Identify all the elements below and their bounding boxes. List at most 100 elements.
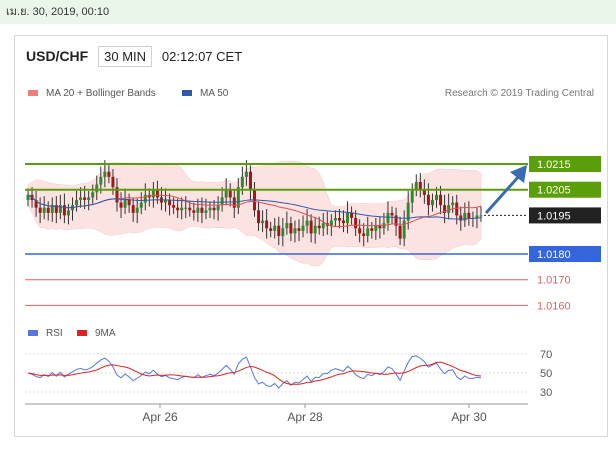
candle xyxy=(354,210,358,236)
candle xyxy=(301,215,305,238)
level-label: 1.0160 xyxy=(537,300,571,312)
candle xyxy=(38,197,42,224)
candle xyxy=(281,218,285,247)
candle xyxy=(75,191,79,212)
candle xyxy=(366,216,370,243)
candle xyxy=(386,201,390,231)
candle xyxy=(309,214,313,243)
ma-bb-legend: MA 20 + Bollinger Bands xyxy=(46,88,156,99)
candle xyxy=(135,198,139,224)
candle xyxy=(305,209,309,234)
candle xyxy=(289,216,293,242)
candle xyxy=(220,187,224,212)
candle xyxy=(176,198,180,218)
candle xyxy=(346,201,350,234)
candle xyxy=(26,188,30,207)
candle xyxy=(297,219,301,242)
candle xyxy=(87,191,91,211)
rsi-legend-label: RSI xyxy=(46,328,63,339)
ma-bb-swatch xyxy=(28,90,38,96)
rsi-legend: RSI 9MA xyxy=(28,328,116,339)
candle xyxy=(337,209,341,229)
candle xyxy=(479,206,483,222)
ma50-swatch xyxy=(182,90,192,96)
candle xyxy=(261,210,265,233)
rsi-ma-legend-label: 9MA xyxy=(95,328,116,339)
candle xyxy=(265,209,269,239)
candle xyxy=(273,218,277,239)
candle xyxy=(370,221,374,239)
candle xyxy=(257,201,261,231)
candle xyxy=(329,214,333,236)
candle xyxy=(127,193,131,213)
chart-header: USD/CHF 30 MIN 02:12:07 CET xyxy=(26,46,242,67)
rsi-line xyxy=(27,355,482,389)
candle xyxy=(277,216,281,245)
x-axis: Apr 26 Apr 28 Apr 30 xyxy=(25,403,528,424)
candle xyxy=(184,196,188,218)
candle xyxy=(467,201,471,226)
candle xyxy=(50,197,54,222)
datetime-bar: เม.ย. 30, 2019, 00:10 xyxy=(0,0,616,24)
candle xyxy=(418,173,422,198)
x-tick-label: Apr 28 xyxy=(287,410,323,424)
candle xyxy=(350,206,354,225)
candle xyxy=(168,193,172,216)
level-tag xyxy=(529,207,601,224)
candle xyxy=(119,192,123,218)
candle xyxy=(341,210,345,233)
level-tag xyxy=(529,246,601,262)
candle xyxy=(54,196,58,224)
candle xyxy=(374,218,378,240)
candle xyxy=(398,216,402,245)
candle xyxy=(447,193,451,220)
candle xyxy=(463,202,467,227)
rsi-ma-line xyxy=(27,361,482,385)
candle xyxy=(394,207,398,236)
candle xyxy=(293,220,297,243)
candle xyxy=(196,198,200,222)
candle xyxy=(362,223,366,247)
candle xyxy=(34,191,38,217)
time-label: 02:12:07 CET xyxy=(161,49,243,64)
rsi-tick: 70 xyxy=(540,349,552,361)
level-label: 1.0180 xyxy=(537,249,571,261)
candle xyxy=(139,192,143,215)
candle xyxy=(382,212,386,235)
candle xyxy=(451,196,455,213)
candle xyxy=(321,212,325,236)
candle xyxy=(131,197,135,222)
candle xyxy=(107,165,111,184)
chart-legend: MA 20 + Bollinger Bands MA 50 Research ©… xyxy=(28,88,594,99)
ma50-line xyxy=(27,194,482,220)
candle xyxy=(46,201,50,221)
candle xyxy=(62,193,66,224)
candle xyxy=(248,165,252,200)
candle xyxy=(426,183,430,216)
candle xyxy=(228,183,232,207)
candle xyxy=(410,183,414,213)
level-label: 1.0205 xyxy=(537,185,571,197)
rsi-tick: 50 xyxy=(540,368,552,380)
candle xyxy=(216,196,220,221)
candle xyxy=(390,206,394,225)
rsi-panel: RSI 9MA 70 50 30 xyxy=(25,328,552,399)
candle xyxy=(42,196,46,220)
price-levels: 1.0215 1.0205 1.0195 1.0180 1.0170 1.0160 xyxy=(25,156,601,312)
level-tag xyxy=(529,181,601,198)
x-tick-label: Apr 30 xyxy=(451,410,487,424)
candle xyxy=(313,218,317,244)
candle xyxy=(212,200,216,220)
timeframe-button[interactable]: 30 MIN xyxy=(98,46,153,67)
candle xyxy=(115,178,119,212)
candle xyxy=(358,219,362,243)
candle xyxy=(192,202,196,221)
candle xyxy=(422,179,426,204)
candle xyxy=(236,178,240,215)
credit-text: Research © 2019 Trading Central xyxy=(445,88,594,99)
rsi-tick: 30 xyxy=(540,387,552,399)
pair-title: USD/CHF xyxy=(26,48,89,64)
candle xyxy=(224,178,228,206)
level-label: 1.0170 xyxy=(537,275,571,287)
